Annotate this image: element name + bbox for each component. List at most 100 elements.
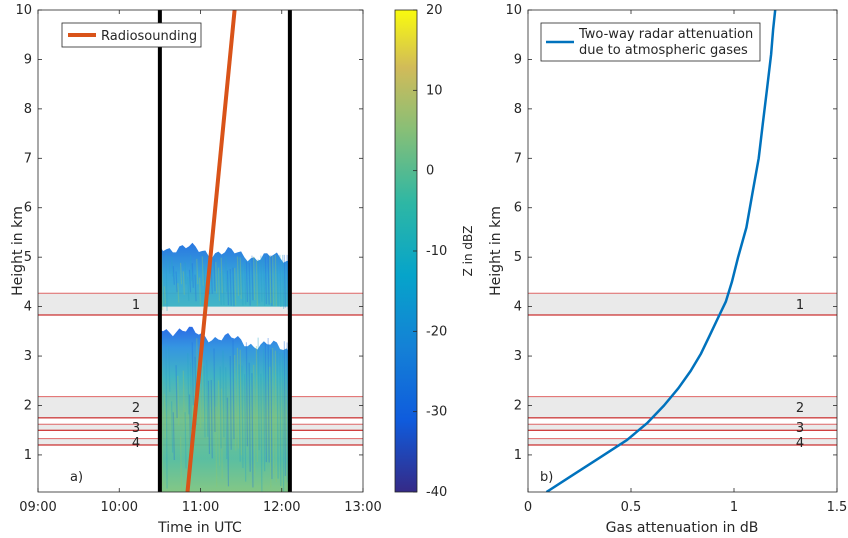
panel-a-radar-echo [159,242,291,492]
echo-streak [283,341,286,476]
echo-streak [241,265,244,306]
a-ytick-label: 3 [24,349,32,364]
echo-streak [269,366,272,488]
echo-streak [201,256,204,286]
echo-streak [269,255,272,304]
echo-streak [244,374,247,482]
echo-streak [222,270,225,305]
b-ytick-label: 1 [514,448,522,463]
echo-streak [215,262,218,294]
panel-b-plot-area [528,10,837,492]
echo-streak [244,262,247,305]
panel-b-legend: Two-way radar attenuation due to atmosph… [540,22,761,62]
a-ytick-label: 10 [15,3,32,18]
echo-streak [222,350,225,438]
echo-streak [264,257,267,305]
echo-streak [191,263,194,288]
b-ytick-label: 5 [514,250,522,265]
echo-streak [248,262,251,306]
a-xtick-label: 11:00 [182,500,219,515]
echo-streak [210,263,213,294]
echo-streak [270,349,273,480]
b-xtick-label: 0 [524,500,532,515]
echo-streak [226,397,230,487]
echo-streak [263,257,266,306]
b-ytick-label: 9 [514,52,522,67]
panel-b-frame [527,9,838,493]
echo-streak [251,255,254,301]
echo-streak [188,269,192,293]
band-label-2: 2 [132,401,140,416]
panel-b-label: b) [540,470,553,485]
echo-streak [232,340,235,440]
echo-streak [198,277,202,306]
echo-streak [239,349,242,456]
echo-streak [220,257,223,294]
panel-b-bands [528,292,837,446]
b-xtick-label: 0.5 [621,500,642,515]
echo-streak [165,345,168,489]
echo-streak [189,362,193,429]
echo-streak [236,347,240,449]
echo-streak [226,270,230,306]
a-xtick-label: 10:00 [101,500,138,515]
cb-tick-label: -20 [426,324,447,339]
echo-streak [177,283,180,303]
echo-streak [276,350,279,479]
a-ytick-label: 1 [24,448,32,463]
band-label-3: 3 [796,421,804,436]
echo-streak [179,436,183,492]
a-ytick-label: 8 [24,102,32,117]
echo-streak [245,342,249,447]
band-3-fill [528,424,837,431]
b-ytick-label: 7 [514,151,522,166]
panel-a-xlabel: Time in UTC [157,520,242,536]
echo-streak [196,258,199,285]
echo-streak [170,401,174,453]
echo-streak [225,367,228,460]
a-ytick-label: 2 [24,398,32,413]
panel-a-vertical-markers [157,10,292,492]
echo-streak [182,271,185,295]
a-ytick-label: 4 [24,300,32,315]
echo-streak [203,266,206,295]
echo-streak [257,337,260,451]
a-xtick-label: 12:00 [263,500,300,515]
echo-streak [251,373,254,488]
legend-label-attenuation-line1: Two-way radar attenuation [578,27,753,42]
panel-a-x-ticks: 09:00 10:00 11:00 12:00 13:00 [19,10,382,515]
b-ytick-label: 8 [514,102,522,117]
panel-b-ylabel: Height in km [488,206,504,296]
echo-streak [163,394,166,439]
echo-streak [241,365,244,469]
panel-a-band-labels: 1 2 34 [132,298,140,451]
echo-streak [172,266,175,285]
echo-streak [260,255,263,302]
echo-streak [236,256,240,296]
echo-streak [203,365,206,438]
upper-echo-layer [159,242,290,307]
echo-streak [225,256,228,293]
echo-streak [217,380,221,466]
echo-streak [282,254,285,309]
b-ytick-label: 4 [514,300,522,315]
a-ytick-label: 5 [24,250,32,265]
echo-streak [172,412,175,461]
a-xtick-label: 09:00 [19,500,56,515]
band-label-4: 4 [132,436,140,451]
cb-tick-label: 0 [426,164,434,179]
cb-tick-label: 20 [426,3,443,18]
radiosounding-line [185,10,237,492]
echo-streak [182,370,185,431]
echo-streak [264,342,267,463]
echo-streak [232,267,235,307]
echo-streak [165,254,168,311]
echo-streak [257,259,260,304]
echo-streak [219,366,222,449]
echo-streak [263,348,266,472]
echo-streak [168,255,171,274]
